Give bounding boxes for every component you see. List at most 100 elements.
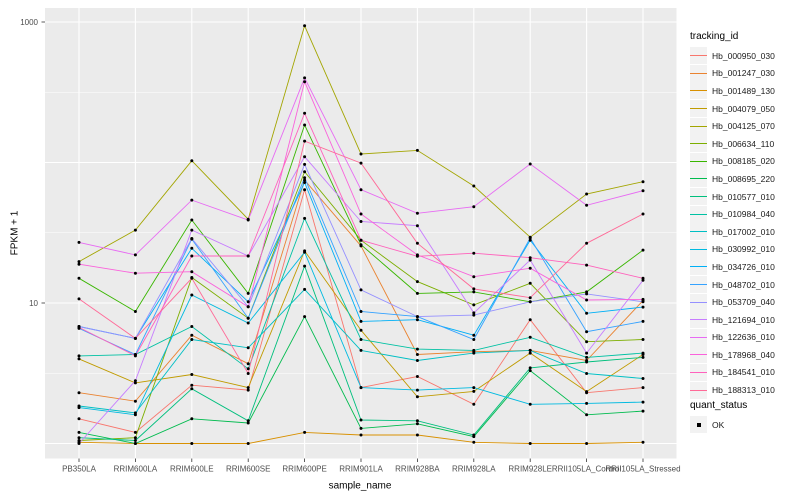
data-point <box>415 353 419 356</box>
data-point <box>359 161 363 165</box>
data-point <box>585 351 589 355</box>
data-point <box>190 246 194 250</box>
data-point <box>641 189 645 193</box>
data-point <box>246 291 250 295</box>
data-point <box>77 442 81 445</box>
data-point <box>472 313 476 317</box>
x-tick-label: RRII105LA_Stressed <box>605 465 680 474</box>
data-point <box>303 80 307 84</box>
legend-key <box>690 381 707 399</box>
legend-line-swatch <box>690 196 707 198</box>
data-point <box>415 347 419 351</box>
legend-item-Hb_001247_030: Hb_001247_030 <box>690 64 798 83</box>
data-point <box>415 315 419 319</box>
data-point <box>528 256 532 260</box>
data-point <box>133 442 137 445</box>
data-point <box>190 338 194 341</box>
data-point <box>585 241 589 245</box>
legend2-title: quant_status <box>690 400 748 411</box>
data-point <box>77 276 81 280</box>
legend-item-label: Hb_122636_010 <box>712 332 775 343</box>
legend-item-Hb_121694_010: Hb_121694_010 <box>690 311 798 329</box>
data-point <box>303 250 307 254</box>
data-point <box>472 351 476 355</box>
data-point <box>585 355 589 359</box>
data-point <box>77 417 81 421</box>
legend-item-Hb_030992_010: Hb_030992_010 <box>690 240 798 259</box>
legend-item-label: Hb_017002_010 <box>712 226 775 237</box>
data-point <box>303 155 307 159</box>
data-point <box>303 216 307 220</box>
legend-item-label: Hb_048702_010 <box>712 279 775 290</box>
data-point <box>190 228 194 232</box>
data-point <box>190 237 194 240</box>
data-point <box>641 338 645 341</box>
legend-item-ok: OK <box>690 416 798 434</box>
legend-key <box>690 117 707 135</box>
data-point <box>472 275 476 279</box>
data-point <box>133 253 137 257</box>
legend-key <box>690 240 707 258</box>
data-point <box>528 335 532 339</box>
legend-item-Hb_004125_070: Hb_004125_070 <box>690 117 798 135</box>
legend-key <box>690 135 707 153</box>
legend-item-label: Hb_184541_010 <box>712 367 775 378</box>
data-point <box>77 439 81 442</box>
data-point <box>585 372 589 375</box>
legend-item-Hb_122636_010: Hb_122636_010 <box>690 328 798 347</box>
legend-line-swatch <box>690 178 707 180</box>
data-point <box>415 280 419 284</box>
legend-line-swatch <box>690 319 707 321</box>
data-point <box>190 373 194 376</box>
legend-key <box>690 152 707 170</box>
legend-line-swatch <box>690 248 707 250</box>
data-point <box>641 297 645 301</box>
legend-item-Hb_000950_030: Hb_000950_030 <box>690 47 798 65</box>
data-point <box>528 442 532 445</box>
data-point <box>303 430 307 434</box>
legend-key <box>690 258 707 276</box>
data-point <box>77 436 81 440</box>
data-point <box>472 389 476 393</box>
data-point <box>528 318 532 322</box>
x-tick-label: RRIM600SE <box>226 465 270 474</box>
data-point <box>472 402 476 406</box>
data-point <box>585 203 589 207</box>
legend-item-label: Hb_178968_040 <box>712 349 775 360</box>
legend-line-swatch <box>690 266 707 268</box>
data-point <box>528 162 532 166</box>
data-point <box>472 386 476 390</box>
legend-key <box>690 82 707 100</box>
data-point <box>359 338 363 341</box>
data-point <box>585 413 589 417</box>
data-point <box>190 254 194 258</box>
legend-key <box>690 100 707 118</box>
y-axis-title: FPKM + 1 <box>9 210 21 256</box>
data-point <box>190 270 194 274</box>
data-point <box>359 243 363 247</box>
y-tick-label: 10 <box>29 299 38 308</box>
data-point <box>528 238 532 242</box>
black-square-icon <box>696 422 701 427</box>
legend-line-swatch <box>690 336 707 338</box>
data-point <box>472 433 476 437</box>
data-point <box>77 354 81 358</box>
legend-item-Hb_178968_040: Hb_178968_040 <box>690 346 798 364</box>
data-point <box>641 212 645 216</box>
legend-item-label: Hb_034726_010 <box>712 261 775 272</box>
data-point <box>528 266 532 270</box>
data-point <box>359 348 363 352</box>
data-point <box>246 372 250 375</box>
y-tick-label: 1000 <box>20 18 38 27</box>
legend-line-swatch <box>690 371 707 373</box>
data-point <box>472 205 476 209</box>
legend-line-swatch <box>690 301 707 303</box>
legend-item-label: Hb_121694_010 <box>712 314 775 325</box>
data-point <box>359 288 363 292</box>
legend-key <box>690 205 707 223</box>
data-point <box>246 421 250 425</box>
data-point <box>472 287 476 291</box>
legend-item-Hb_184541_010: Hb_184541_010 <box>690 363 798 382</box>
legend-line-swatch <box>690 143 707 145</box>
data-point <box>528 296 532 300</box>
